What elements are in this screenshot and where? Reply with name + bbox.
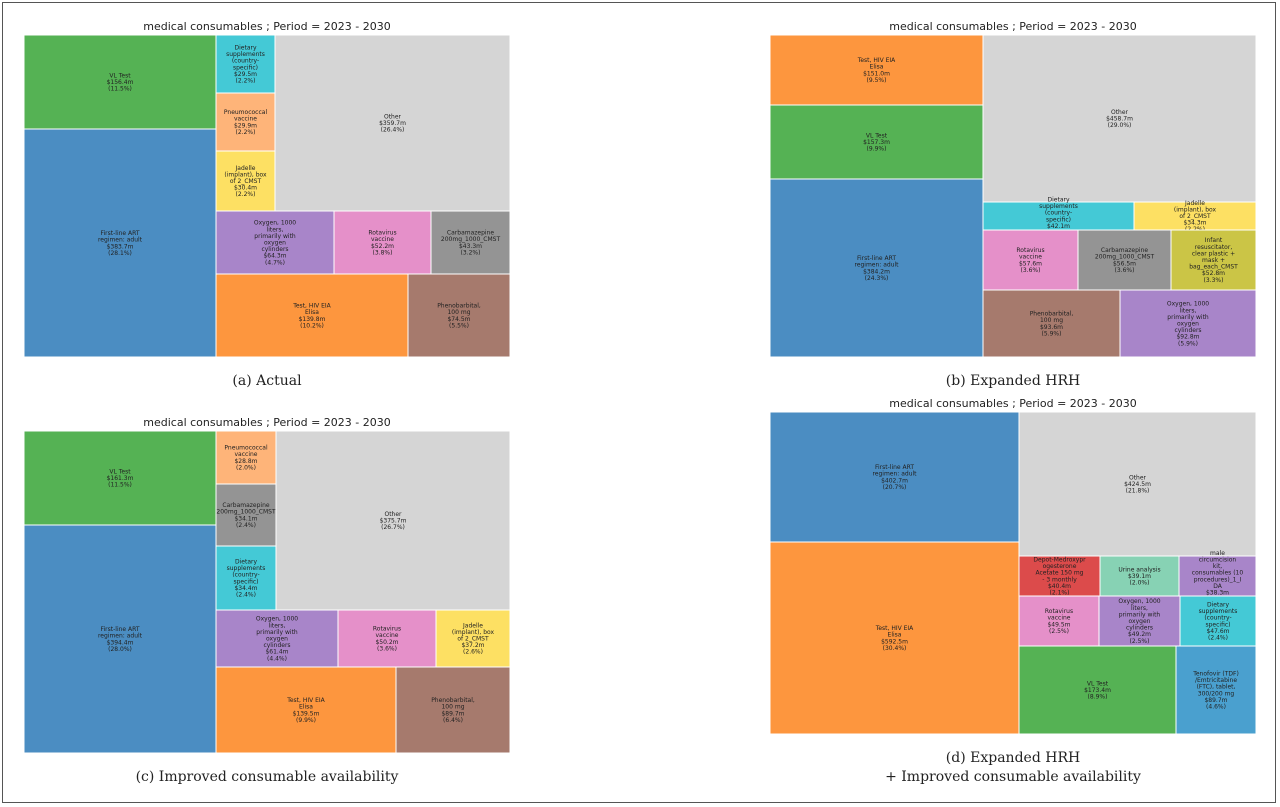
- treemap-cell: [23, 34, 217, 130]
- treemap-cell: [1018, 595, 1100, 647]
- cell-label: First-line ART regimen: adult $383.7m (28.1…: [98, 230, 143, 257]
- cell-label: Other $458.7m (29.0%): [1106, 109, 1133, 129]
- chart-title: medical consumables ; Period = 2023 - 20…: [889, 397, 1136, 410]
- cell-label: Phenobarbital, 100 mg $74.5m (5.5%): [437, 303, 481, 330]
- cell-label: VL Test $161.3m (11.5%): [107, 468, 134, 488]
- treemap-cell: [23, 524, 217, 754]
- panel-caption: (b) Expanded HRH: [946, 373, 1080, 389]
- cell-label: Test, HIV EIA Elisa $139.5m (9.9%): [286, 697, 325, 724]
- treemap-cell: [1133, 201, 1257, 231]
- cell-label: Oxygen, 1000 liters, primarily with oxygen c…: [1118, 598, 1160, 645]
- treemap-cell: [1018, 645, 1177, 735]
- cell-label: VL Test $157.3m (9.9%): [863, 132, 890, 152]
- treemap-cell: [430, 210, 511, 275]
- chart-title: medical consumables ; Period = 2023 - 20…: [143, 416, 390, 429]
- cell-label: Phenobarbital, 100 mg $89.7m (6.4%): [431, 697, 475, 724]
- panel-caption: (c) Improved consumable availability: [136, 769, 399, 785]
- treemap-cell: [1099, 555, 1180, 597]
- treemap-cell: [1178, 555, 1257, 597]
- cell-label: Dietary supplements (country-specific) $47.…: [1199, 602, 1238, 642]
- treemap-cell: [769, 411, 1020, 543]
- cell-label: Carbamazepine 200mg_1000_CMST $56.5m (3.6%): [1095, 247, 1155, 274]
- cell-label: Test, HIV EIA Elisa $151.0m (9.5%): [857, 57, 896, 84]
- treemap-cell: [1175, 645, 1257, 735]
- cell-label: Depot-Medroxypr ogesterone Acetate 150 mg -…: [1033, 557, 1086, 597]
- cell-label: Phenobarbital, 100 mg $93.6m (5.9%): [1030, 311, 1074, 338]
- treemap-cell: [215, 34, 276, 94]
- treemap-cell: [333, 210, 432, 275]
- treemap-panel-c: medical consumables ; Period = 2023 - 20…: [23, 416, 511, 785]
- cell-label: Oxygen, 1000 liters, primarily with oxygen c…: [1167, 301, 1209, 348]
- treemap-cell: [407, 273, 511, 358]
- cell-label: Rotavirus vaccine $50.2m (3.6%): [373, 626, 401, 653]
- treemap-cell: [982, 34, 1257, 203]
- cell-label: Pneumococcal vaccine $28.8m (2.0%): [224, 445, 268, 472]
- treemap-cell: [1179, 595, 1257, 647]
- treemap-panel-a: medical consumables ; Period = 2023 - 20…: [23, 20, 511, 389]
- treemap-cell: [982, 201, 1135, 231]
- treemap-cell: [23, 128, 217, 358]
- treemap-cell: [769, 104, 984, 180]
- treemap-panel-b: medical consumables ; Period = 2023 - 20…: [769, 20, 1257, 389]
- treemap-cell: [769, 178, 984, 358]
- treemap-cell: [274, 34, 511, 212]
- cell-label: VL Test $173.4m (8.9%): [1084, 680, 1111, 700]
- cell-label: Test, HIV EIA Elisa $139.8m (10.2%): [292, 303, 331, 330]
- cell-label: Oxygen, 1000 liters, primarily with oxygen c…: [256, 616, 298, 663]
- treemap-cell: [395, 666, 511, 754]
- treemap-cell: [1119, 289, 1257, 358]
- treemap-cell: [215, 210, 335, 275]
- treemap-cell: [215, 545, 277, 611]
- panel-caption: (a) Actual: [232, 373, 302, 389]
- treemap-cell: [769, 541, 1020, 735]
- cell-label: Rotavirus vaccine $49.5m (2.5%): [1045, 608, 1073, 635]
- treemap-cell: [215, 273, 409, 358]
- cell-label: Rotavirus vaccine $57.6m (3.6%): [1016, 247, 1044, 274]
- cell-label: First-line ART regimen: adult $402.7m (20.7…: [872, 464, 917, 491]
- cell-label: First-line ART regimen: adult $384.2m (24.3…: [854, 255, 899, 282]
- cell-label: Pneumococcal vaccine $29.9m (2.2%): [224, 109, 268, 136]
- cell-label: Other $424.5m (21.8%): [1124, 474, 1151, 494]
- cell-label: Tenofovir (TDF)/Emtricitabine (FTC), tabl…: [1192, 671, 1239, 711]
- treemap-cell: [1018, 555, 1101, 597]
- cell-label: Infant resuscitator, clear plastic + mask +…: [1189, 237, 1238, 284]
- cell-label: Jadelle (implant), box of 2_CMST $30.4m (2.2…: [224, 165, 267, 198]
- cell-label: Carbamazepine 200mg_1000_CMST $34.1m (2.4%): [216, 502, 276, 529]
- treemap-cell: [215, 92, 276, 152]
- chart-title: medical consumables ; Period = 2023 - 20…: [143, 20, 390, 33]
- cell-label: Carbamazepine 200mg_1000_CMST $43.3m (3.2%): [441, 230, 501, 257]
- cell-label: First-line ART regimen: adult $394.4m (28.0…: [98, 626, 143, 653]
- treemap-cell: [1170, 229, 1257, 291]
- cell-label: Other $375.7m (26.7%): [380, 511, 407, 531]
- cell-label: Oxygen, 1000 liters, primarily with oxygen c…: [254, 220, 296, 267]
- treemap-cell: [215, 666, 397, 754]
- treemap-cell: [337, 609, 437, 668]
- cell-label: Dietary supplements (country-specific) $34.…: [227, 559, 266, 599]
- treemap-panel-d: medical consumables ; Period = 2023 - 20…: [769, 397, 1257, 785]
- cell-label: VL Test $156.4m (11.5%): [107, 72, 134, 92]
- cell-label: Dietary supplements (country-specific) $29.…: [226, 45, 265, 85]
- cell-label: Other $359.7m (26.4%): [379, 113, 406, 133]
- cell-label: Test, HIV EIA Elisa $592.5m (30.4%): [875, 625, 914, 652]
- treemap-cell: [435, 609, 511, 668]
- cell-label: Urine analysis $39.1m (2.0%): [1118, 566, 1160, 586]
- panel-caption: + Improved consumable availability: [885, 769, 1141, 785]
- treemap-cell: [769, 34, 984, 106]
- treemap-cell: [275, 430, 511, 611]
- panel-caption: (d) Expanded HRH: [946, 750, 1080, 766]
- chart-title: medical consumables ; Period = 2023 - 20…: [889, 20, 1136, 33]
- cell-label: Jadelle (implant), box of 2_CMST $37.2m (2.6…: [452, 622, 495, 655]
- treemap-cell: [1077, 229, 1172, 291]
- cell-label: Rotavirus vaccine $52.2m (3.8%): [368, 230, 396, 257]
